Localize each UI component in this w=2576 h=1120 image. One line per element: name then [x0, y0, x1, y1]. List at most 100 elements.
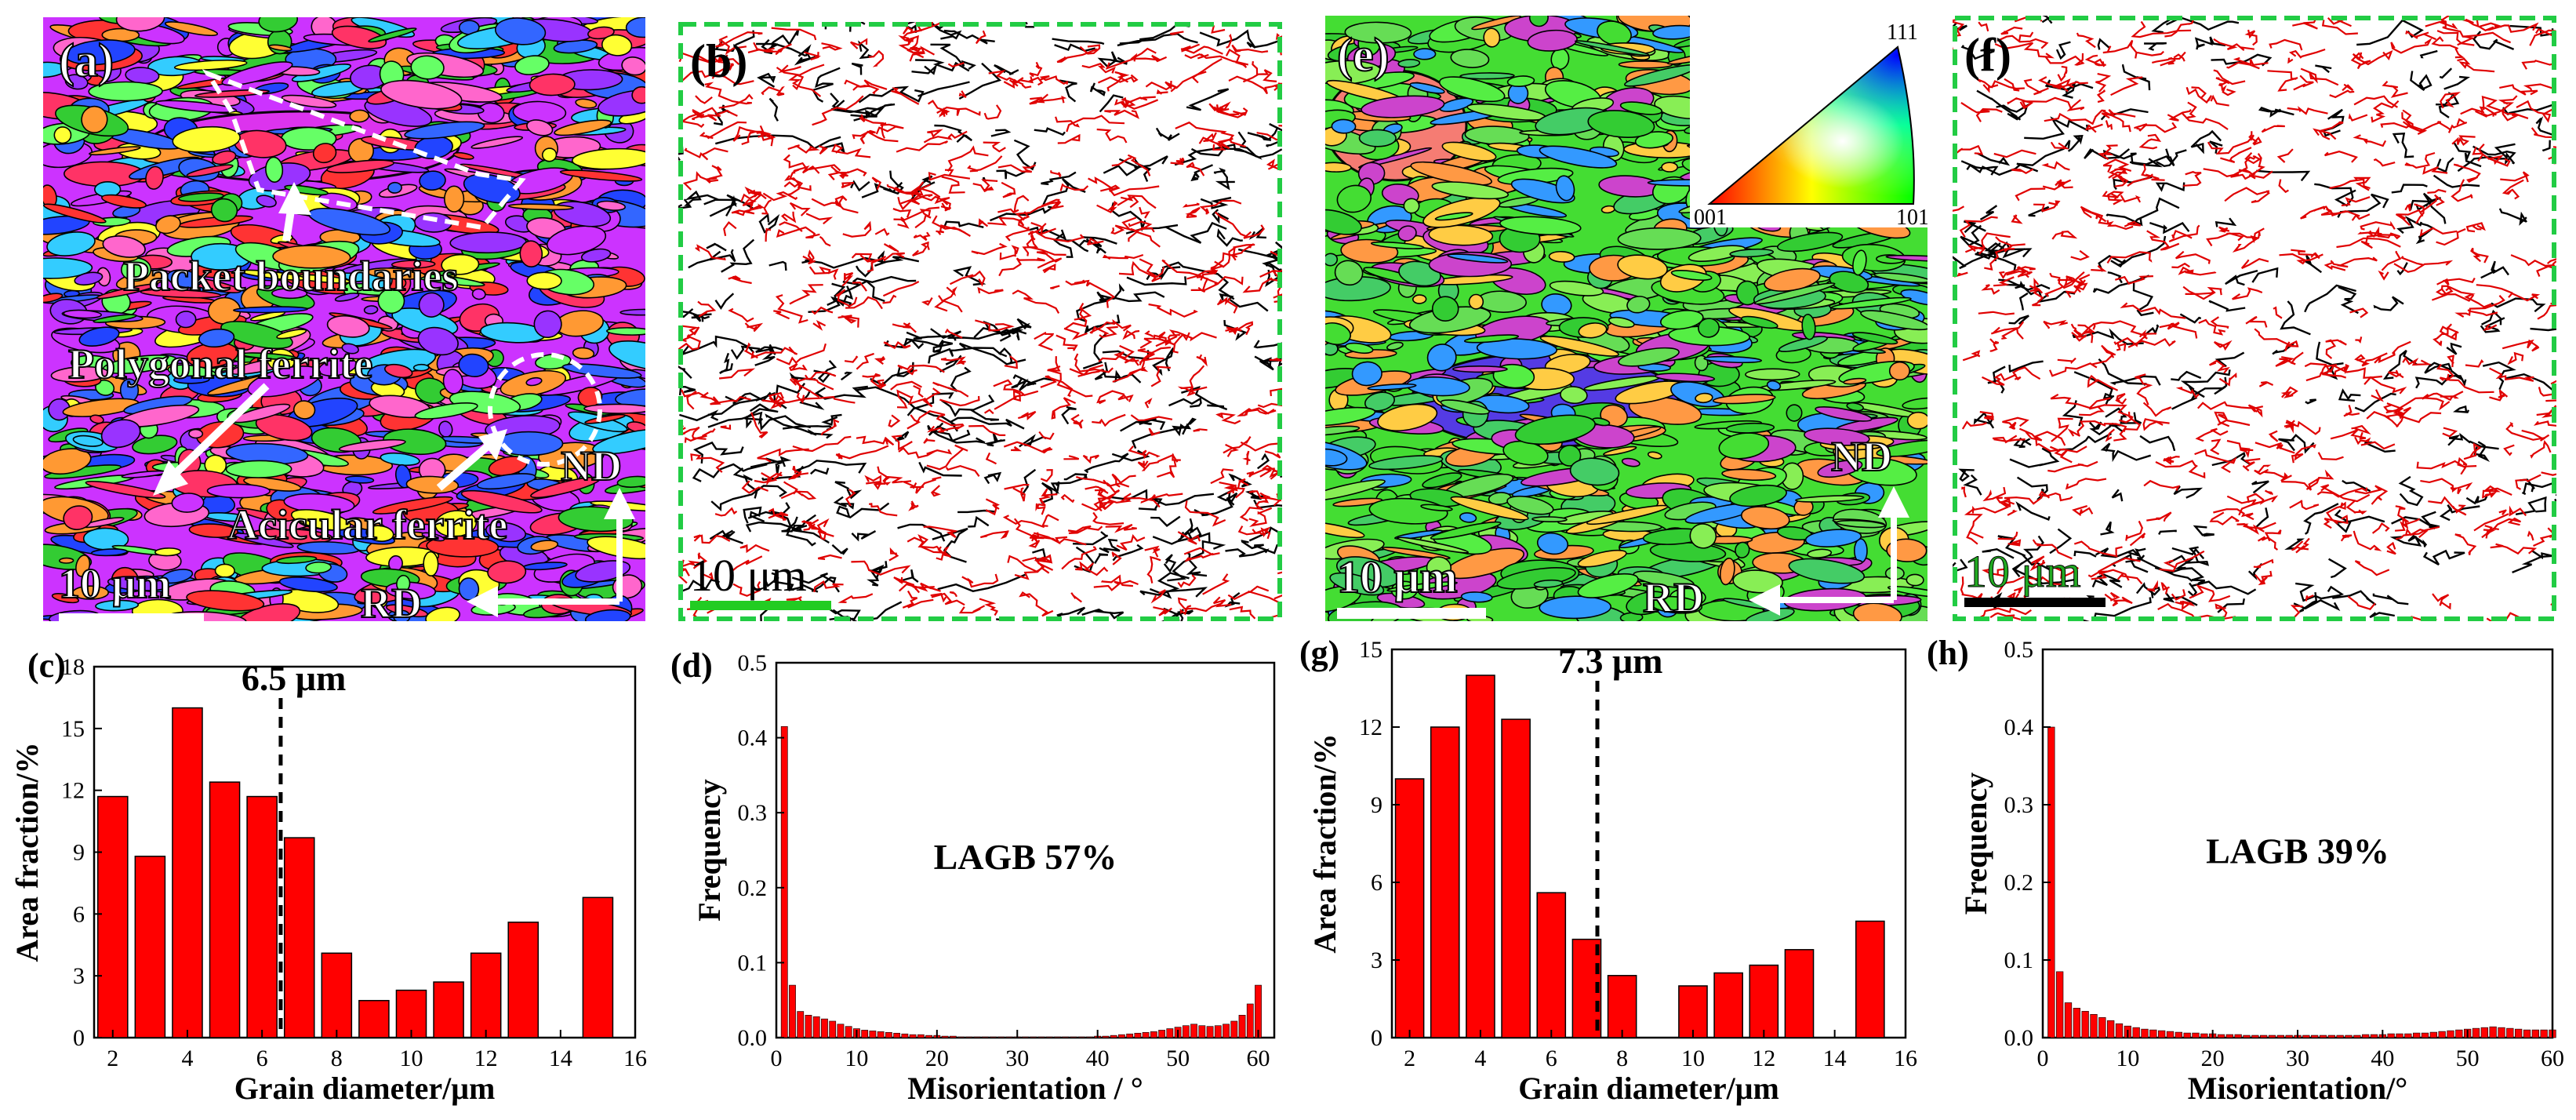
xtick-label-g-8: 8: [1616, 1045, 1628, 1071]
bar-h-44: [2413, 1032, 2421, 1038]
xtick-label-c-8: 8: [331, 1045, 343, 1071]
bar-g-2: [1394, 778, 1425, 1038]
bar-c-8: [321, 952, 353, 1038]
bar-d-29: [1005, 1036, 1013, 1038]
panel-label-g: (g): [1299, 634, 1339, 672]
scale-bar-a-label: 10 μm: [59, 560, 171, 607]
xtick-label-g-6: 6: [1546, 1045, 1557, 1071]
xtick-label-h-30: 30: [2286, 1045, 2309, 1071]
panel-label-f: (f): [1964, 29, 2011, 81]
bar-d-1: [780, 725, 788, 1038]
bar-h-51: [2472, 1027, 2480, 1038]
bar-d-60: [1255, 984, 1262, 1038]
bar-g-6: [1536, 892, 1567, 1038]
bar-h-33: [2319, 1035, 2327, 1038]
bar-d-57: [1230, 1020, 1238, 1038]
acicular-arrow: [436, 438, 497, 491]
bar-h-2: [2056, 971, 2064, 1038]
bar-d-25: [973, 1036, 981, 1038]
bar-d-22: [949, 1035, 957, 1038]
bar-h-21: [2217, 1034, 2225, 1038]
bar-h-7: [2098, 1016, 2106, 1038]
bar-h-49: [2455, 1029, 2463, 1038]
ipf-map-a: (a) Packet boundaries Polygonal ferrite …: [43, 17, 645, 621]
bar-d-51: [1182, 1025, 1190, 1038]
bar-g-10: [1678, 985, 1708, 1038]
ytick-label-c-9: 9: [73, 840, 85, 866]
bar-d-6: [821, 1018, 828, 1038]
bar-d-11: [861, 1030, 869, 1038]
xtick-label-c-12: 12: [474, 1045, 498, 1071]
bar-d-31: [1022, 1036, 1029, 1038]
xtick-label-g-10: 10: [1681, 1045, 1705, 1071]
xlabel-h: Misorientation/°: [2188, 1071, 2407, 1106]
bar-h-48: [2447, 1030, 2454, 1038]
bar-h-38: [2362, 1034, 2370, 1038]
bar-h-54: [2498, 1027, 2505, 1038]
lagb-annotation-d: LAGB 57%: [934, 837, 1117, 877]
bar-d-23: [957, 1036, 965, 1038]
bar-d-13: [877, 1031, 885, 1038]
bar-h-59: [2540, 1029, 2548, 1038]
bar-h-22: [2225, 1034, 2233, 1038]
ipf-key-111: 111: [1887, 20, 1918, 45]
ipf-key-101: 101: [1896, 205, 1927, 230]
ytick-label-h-0: 0.0: [2004, 1025, 2034, 1051]
bar-h-16: [2175, 1031, 2182, 1038]
bar-d-26: [981, 1036, 989, 1038]
mean-annotation-c: 6.5 μm: [242, 658, 346, 698]
bar-d-39: [1086, 1036, 1093, 1038]
frame-b: [678, 22, 1282, 621]
bar-d-44: [1126, 1033, 1134, 1038]
ytick-label-g-12: 12: [1359, 715, 1382, 740]
ylabel-h: Frequency: [1958, 773, 1993, 915]
ytick-label-d-0.2: 0.2: [738, 875, 768, 901]
bar-c-2: [97, 795, 129, 1038]
bar-d-55: [1214, 1025, 1222, 1038]
rd-label-e: RD: [1643, 574, 1704, 621]
bar-h-29: [2285, 1035, 2293, 1038]
xtick-label-g-4: 4: [1474, 1045, 1486, 1071]
xtick-label-g-16: 16: [1894, 1045, 1917, 1071]
bar-d-37: [1070, 1036, 1077, 1038]
bar-d-47: [1150, 1031, 1157, 1038]
ylabel-d: Frequency: [692, 779, 727, 921]
scale-bar-e-line: [1337, 608, 1486, 619]
bar-d-27: [990, 1036, 997, 1038]
bar-d-15: [893, 1032, 901, 1038]
chart-h: 0 10 20 30 40 50 60 0.0 0.1 0.2 0.3 0.4 0.5 Misorient…: [1925, 631, 2576, 1116]
bar-h-39: [2370, 1034, 2378, 1038]
bar-c-7: [283, 837, 315, 1038]
chart-g: 2 4 6 8 10 12 14 16 0 3 6 9 12 15 Grain diameter/μm Are…: [1298, 631, 1925, 1116]
bar-d-2: [789, 984, 796, 1038]
bar-h-58: [2531, 1029, 2539, 1038]
bar-d-3: [797, 1011, 805, 1038]
bar-c-11: [433, 981, 464, 1038]
bar-d-33: [1037, 1036, 1045, 1038]
acicular-ferrite-label: Acicular ferrite: [227, 501, 507, 548]
ipf-map-a-graphic: [43, 17, 645, 621]
bar-h-3: [2064, 1002, 2073, 1038]
bar-d-56: [1223, 1024, 1230, 1038]
rd-label-a: RD: [361, 580, 422, 621]
boundary-map-b: (b) 10 μm: [678, 22, 1282, 621]
bar-d-5: [812, 1016, 820, 1038]
ytick-label-h-0.1: 0.1: [2004, 947, 2034, 973]
ytick-label-h-0.2: 0.2: [2004, 870, 2034, 896]
xtick-label-h-10: 10: [2116, 1045, 2139, 1071]
scale-bar-e-label: 10 μm: [1337, 551, 1458, 602]
ytick-label-d-0.5: 0.5: [738, 650, 768, 676]
bar-h-32: [2311, 1035, 2319, 1038]
bar-d-38: [1077, 1036, 1085, 1038]
bar-d-32: [1030, 1036, 1037, 1038]
bar-h-23: [2234, 1034, 2242, 1038]
nd-label-a: ND: [561, 442, 622, 489]
bar-h-25: [2251, 1035, 2259, 1038]
ytick-label-c-3: 3: [73, 963, 85, 989]
bar-h-9: [2115, 1023, 2124, 1038]
bar-h-26: [2260, 1035, 2268, 1038]
panel-label-e: (e): [1337, 29, 1390, 81]
xtick-label-d-0: 0: [771, 1045, 783, 1071]
xtick-label-d-10: 10: [845, 1045, 868, 1071]
ytick-label-d-0.1: 0.1: [738, 950, 768, 976]
